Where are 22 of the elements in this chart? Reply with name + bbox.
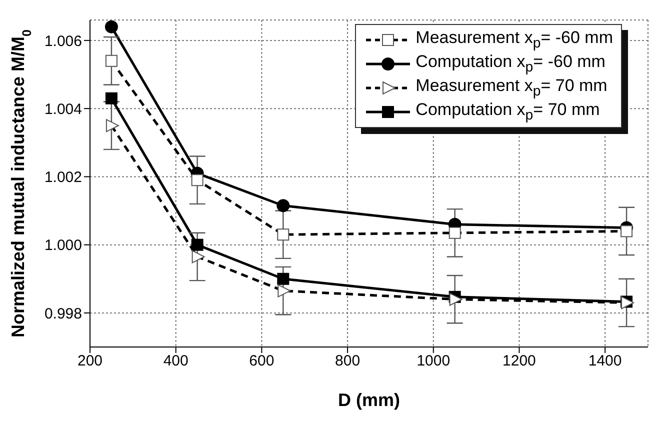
- y-tick-label: 1.000: [44, 237, 82, 254]
- legend-label: Measurement x$_{p}$= -60 mm: [416, 28, 613, 52]
- point: [104, 20, 118, 34]
- x-tick-label: 600: [249, 352, 274, 370]
- legend-label: Measurement x$_{p}$= 70 mm: [416, 76, 608, 100]
- x-axis-title: D (mm): [338, 390, 400, 410]
- x-tick-label: 200: [77, 352, 103, 370]
- y-tick-label: 1.004: [44, 100, 82, 118]
- x-tick-label: 1200: [502, 352, 536, 370]
- y-tick-label: 1.002: [44, 169, 82, 186]
- x-tick-label: 800: [335, 352, 360, 370]
- x-tick-label: 400: [163, 352, 188, 370]
- legend-label: Computation x$_{p}$= -60 mm: [416, 52, 606, 76]
- legend-label: Computation x$_{p}$= 70 mm: [416, 100, 600, 124]
- point: [105, 92, 118, 104]
- x-tick-label: 1000: [416, 352, 450, 370]
- point: [276, 199, 290, 212]
- x-tick-label: 1400: [588, 352, 622, 370]
- y-tick-label: 1.006: [44, 32, 82, 50]
- point: [277, 272, 290, 285]
- y-tick-label: 0.998: [44, 305, 82, 322]
- point: [191, 238, 204, 251]
